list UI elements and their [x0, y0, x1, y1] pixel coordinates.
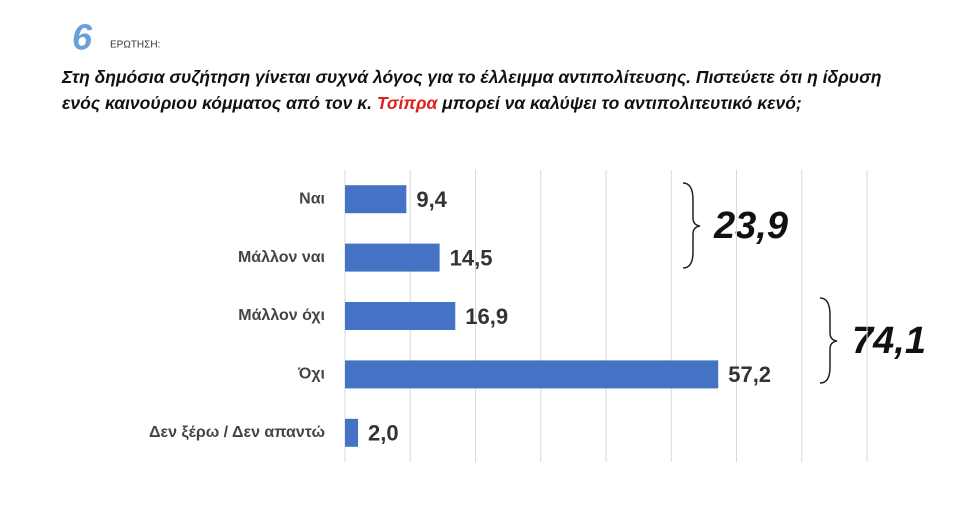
bar	[345, 302, 456, 330]
question-number: 6	[72, 17, 93, 58]
question-highlight: Τσίπρα	[376, 93, 438, 113]
bracket	[682, 182, 701, 269]
value-label: 16,9	[465, 304, 508, 329]
question-text: μπορεί να καλύψει το αντιπολιτευτικό κεν…	[437, 93, 802, 113]
total-annotation: 74,1	[852, 320, 926, 362]
category-label: Δεν ξέρω / Δεν απαντώ	[149, 424, 325, 441]
question-text: Στη δημόσια συζήτηση γίνεται συχνά λόγος…	[62, 67, 882, 113]
bar	[345, 360, 719, 389]
category-label: Μάλλον ναι	[238, 249, 325, 266]
value-label: 57,2	[728, 362, 771, 387]
value-label: 9,4	[416, 187, 447, 212]
bracket	[819, 297, 838, 384]
category-label: Όχι	[297, 366, 325, 383]
bar	[345, 243, 440, 272]
question: Στη δημόσια συζήτηση γίνεται συχνά λόγος…	[62, 64, 912, 116]
bar	[345, 185, 407, 214]
header: 6 ΕΡΩΤΗΣΗ:	[72, 17, 160, 58]
bar	[345, 418, 359, 447]
category-label: Μάλλον όχι	[238, 307, 325, 324]
question-label: ΕΡΩΤΗΣΗ:	[110, 40, 160, 51]
value-label: 14,5	[450, 245, 493, 270]
value-label: 2,0	[368, 421, 399, 446]
total-annotation: 23,9	[713, 205, 788, 247]
category-label: Ναι	[299, 190, 325, 207]
